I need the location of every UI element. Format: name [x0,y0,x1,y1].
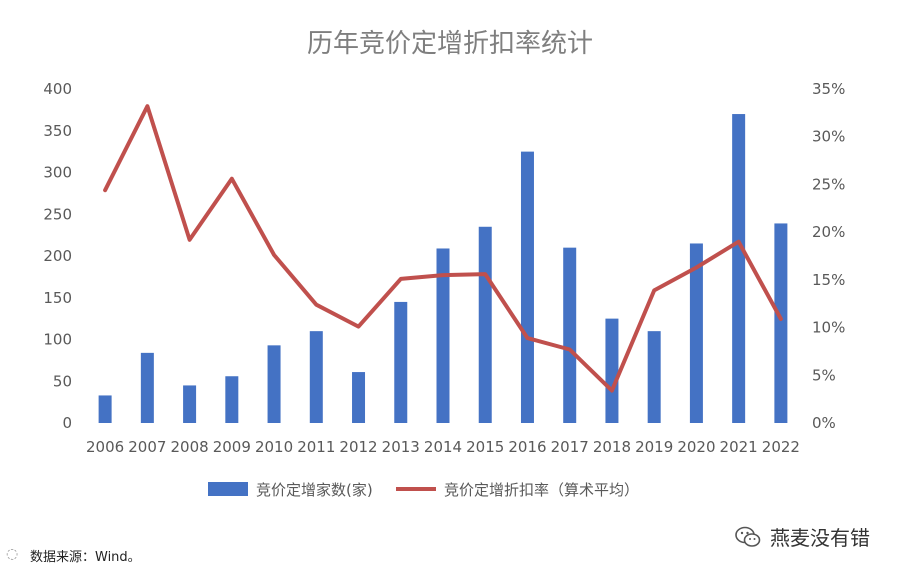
left-axis: 0 50 100 150 200 250 300 350 400 [43,80,72,432]
left-tick-label: 300 [43,164,72,182]
left-tick-label: 100 [43,331,72,349]
right-tick-label: 0% [812,414,836,432]
left-tick-label: 50 [53,372,72,390]
left-tick-label: 350 [43,122,72,140]
left-tick-label: 250 [43,205,72,223]
bar [183,385,196,423]
watermark-text: 燕麦没有错 [770,522,870,551]
bar [648,331,661,423]
left-tick-label: 400 [43,80,72,98]
x-tick-label: 2009 [213,438,251,456]
x-tick-label: 2013 [382,438,420,456]
x-tick-label: 2012 [339,438,377,456]
x-tick-label: 2018 [593,438,631,456]
bar [99,395,112,423]
bar [268,345,281,423]
wechat-icon [734,523,762,551]
x-tick-label: 2017 [551,438,589,456]
left-tick-label: 0 [62,414,72,432]
x-tick-label: 2021 [720,438,758,456]
bar [563,248,576,423]
bar [352,372,365,423]
legend-bar-swatch [208,482,248,496]
x-tick-label: 2010 [255,438,293,456]
x-tick-label: 2016 [508,438,546,456]
x-tick-label: 2014 [424,438,462,456]
legend: 竞价定增家数(家) 竞价定增折扣率（算术平均） [208,481,639,499]
corner-mark: ◌ [6,546,18,562]
source-note: 数据来源：Wind。 [30,546,141,565]
right-tick-label: 20% [812,223,845,241]
right-tick-label: 35% [812,80,845,98]
x-tick-label: 2020 [677,438,715,456]
bar [774,223,787,423]
x-tick-label: 2015 [466,438,504,456]
bar [394,302,407,423]
x-tick-label: 2022 [762,438,800,456]
right-tick-label: 5% [812,366,836,384]
bar [521,152,534,423]
right-tick-label: 30% [812,128,845,146]
left-tick-label: 200 [43,247,72,265]
left-tick-label: 150 [43,289,72,307]
bar [605,319,618,423]
bar-series [99,114,788,423]
x-tick-label: 2019 [635,438,673,456]
bar [479,227,492,423]
right-axis: 0% 5% 10% 15% 20% 25% 30% 35% [812,80,845,432]
x-tick-label: 2011 [297,438,335,456]
legend-line-label: 竞价定增折扣率（算术平均） [444,481,639,499]
right-tick-label: 10% [812,319,845,337]
x-tick-label: 2008 [170,438,208,456]
bar [225,376,238,423]
watermark: 燕麦没有错 [734,522,870,551]
legend-bar-label: 竞价定增家数(家) [256,481,373,499]
bar [732,114,745,423]
bar [141,353,154,423]
x-tick-label: 2007 [128,438,166,456]
x-tick-label: 2006 [86,438,124,456]
bar [310,331,323,423]
right-tick-label: 25% [812,175,845,193]
chart-title: 历年竞价定增折扣率统计 [307,29,593,59]
right-tick-label: 15% [812,271,845,289]
